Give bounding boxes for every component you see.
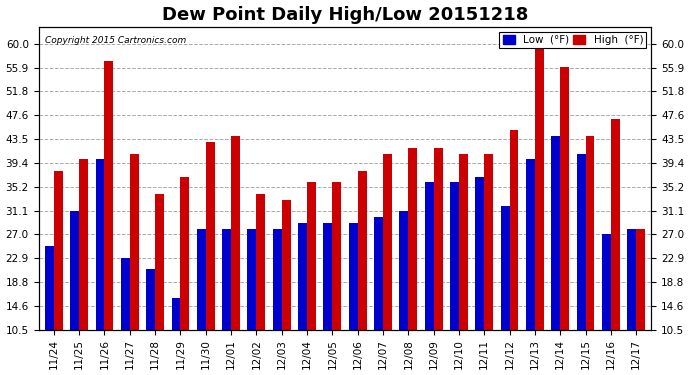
Bar: [475, 177, 484, 330]
Text: Copyright 2015 Cartronics.com: Copyright 2015 Cartronics.com: [45, 36, 186, 45]
Bar: [577, 154, 586, 330]
Bar: [180, 177, 189, 330]
Bar: [433, 148, 442, 330]
Bar: [400, 211, 408, 330]
Bar: [79, 159, 88, 330]
Bar: [273, 229, 282, 330]
Bar: [602, 234, 611, 330]
Bar: [484, 154, 493, 330]
Bar: [349, 223, 357, 330]
Bar: [501, 206, 510, 330]
Bar: [459, 154, 468, 330]
Bar: [130, 154, 139, 330]
Bar: [121, 258, 130, 330]
Bar: [526, 159, 535, 330]
Bar: [172, 298, 180, 330]
Bar: [636, 229, 645, 330]
Bar: [206, 142, 215, 330]
Bar: [586, 136, 595, 330]
Bar: [155, 194, 164, 330]
Bar: [257, 194, 265, 330]
Title: Dew Point Daily High/Low 20151218: Dew Point Daily High/Low 20151218: [162, 6, 528, 24]
Bar: [357, 171, 366, 330]
Bar: [324, 223, 333, 330]
Bar: [560, 67, 569, 330]
Bar: [146, 269, 155, 330]
Bar: [197, 229, 206, 330]
Bar: [70, 211, 79, 330]
Bar: [282, 200, 290, 330]
Bar: [248, 229, 257, 330]
Bar: [510, 130, 518, 330]
Bar: [307, 183, 316, 330]
Bar: [425, 183, 433, 330]
Bar: [298, 223, 307, 330]
Bar: [535, 44, 544, 330]
Bar: [104, 61, 113, 330]
Bar: [611, 119, 620, 330]
Bar: [450, 183, 459, 330]
Bar: [222, 229, 231, 330]
Bar: [374, 217, 383, 330]
Bar: [45, 246, 54, 330]
Bar: [551, 136, 560, 330]
Bar: [408, 148, 417, 330]
Bar: [383, 154, 392, 330]
Bar: [333, 183, 341, 330]
Bar: [95, 159, 104, 330]
Bar: [627, 229, 636, 330]
Bar: [54, 171, 63, 330]
Legend: Low  (°F), High  (°F): Low (°F), High (°F): [500, 32, 647, 48]
Bar: [231, 136, 240, 330]
